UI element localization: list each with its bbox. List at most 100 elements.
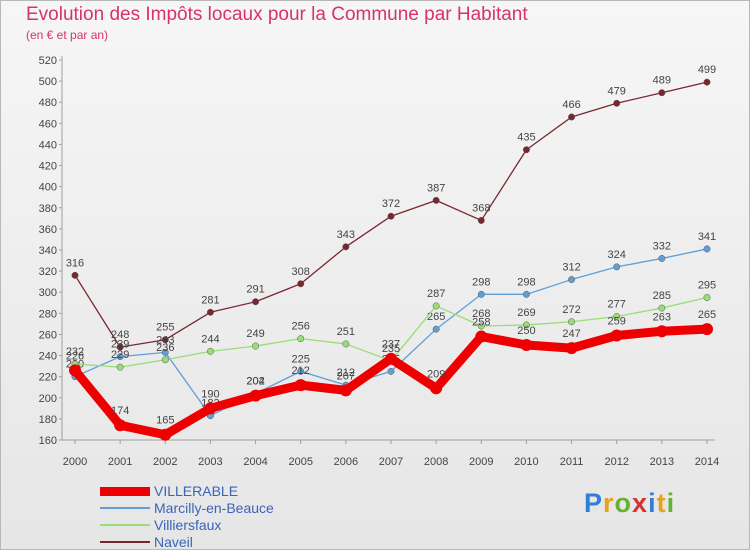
data-label: 249 (246, 328, 264, 340)
data-point (613, 313, 621, 320)
data-label: 312 (562, 262, 580, 274)
data-label: 165 (156, 415, 174, 427)
data-label: 466 (562, 99, 580, 111)
y-tick-label: 500 (39, 76, 57, 88)
data-label: 268 (472, 308, 490, 320)
data-point (252, 298, 260, 306)
data-label: 499 (698, 64, 716, 76)
data-point (342, 243, 350, 251)
data-point (610, 329, 623, 342)
y-tick-label: 340 (39, 245, 57, 257)
data-label: 209 (427, 368, 445, 380)
legend-swatch (100, 486, 150, 496)
data-label: 251 (337, 326, 355, 338)
data-label: 207 (337, 370, 355, 382)
data-point (658, 304, 666, 312)
data-label: 236 (156, 342, 174, 354)
y-tick-label: 200 (39, 393, 57, 405)
data-label: 244 (201, 333, 219, 345)
data-label: 285 (653, 290, 671, 302)
data-point (477, 322, 485, 330)
data-point (294, 379, 307, 392)
data-point (432, 196, 440, 204)
data-label: 298 (472, 276, 490, 288)
data-point (477, 216, 485, 224)
data-label: 324 (608, 249, 626, 261)
data-label: 387 (427, 182, 445, 194)
data-point (568, 276, 576, 284)
data-point (613, 263, 621, 271)
data-point (658, 254, 666, 262)
data-label: 316 (66, 257, 84, 269)
data-point (297, 367, 305, 375)
data-point (432, 325, 440, 333)
x-tick-label: 2002 (153, 456, 177, 468)
data-label: 265 (698, 309, 716, 321)
data-point (475, 330, 488, 343)
data-point (568, 113, 576, 121)
data-label: 479 (608, 85, 626, 97)
data-label: 277 (608, 299, 626, 311)
legend-swatch (100, 541, 150, 543)
data-label: 332 (653, 240, 671, 252)
x-tick-label: 2007 (379, 456, 403, 468)
data-point (522, 290, 530, 298)
data-point (520, 339, 533, 351)
x-tick-label: 2012 (604, 456, 628, 468)
data-label: 212 (337, 367, 355, 379)
data-label: 247 (562, 328, 580, 340)
data-label: 250 (517, 325, 535, 337)
data-label: 204 (246, 376, 264, 388)
logo-letter: r (603, 488, 615, 518)
data-label: 295 (698, 280, 716, 292)
data-point (432, 302, 440, 310)
data-label: 368 (472, 202, 490, 214)
y-tick-label: 180 (39, 414, 57, 426)
y-tick-label: 280 (39, 308, 57, 320)
y-tick-label: 240 (39, 351, 57, 363)
data-point (159, 428, 172, 441)
data-label: 298 (517, 276, 535, 288)
data-label: 259 (608, 316, 626, 328)
data-point (430, 382, 443, 395)
data-point (252, 342, 260, 350)
data-label: 225 (292, 353, 310, 365)
data-point (385, 352, 397, 365)
logo-letter: x (632, 488, 649, 518)
y-tick-label: 220 (39, 372, 57, 384)
data-label: 243 (156, 334, 174, 346)
data-label: 343 (337, 229, 355, 241)
data-label: 263 (653, 311, 671, 323)
legend-swatch (100, 507, 150, 509)
data-label: 229 (111, 349, 129, 361)
data-point (114, 419, 127, 432)
data-point (387, 212, 395, 220)
data-point (116, 363, 124, 371)
data-point (161, 336, 169, 344)
data-label: 237 (382, 339, 400, 351)
chart-subtitle: (en € et par an) (26, 28, 109, 42)
logo-letter: o (614, 488, 633, 518)
x-tick-label: 2005 (288, 456, 312, 468)
y-tick-label: 520 (39, 55, 57, 67)
data-label: 232 (66, 346, 84, 358)
x-tick-label: 2003 (198, 456, 222, 468)
data-point (655, 325, 668, 338)
data-point (568, 318, 576, 326)
x-tick-label: 2008 (424, 456, 448, 468)
data-label: 372 (382, 198, 400, 210)
y-tick-label: 300 (39, 287, 57, 299)
data-label: 248 (111, 329, 129, 341)
y-tick-label: 420 (39, 161, 57, 173)
data-label: 258 (472, 317, 490, 329)
data-point (703, 78, 711, 86)
data-label: 255 (156, 322, 174, 334)
x-tick-label: 2010 (514, 456, 538, 468)
data-point (249, 389, 262, 402)
data-point (71, 271, 79, 279)
proxiti-logo: Proxiti (584, 488, 675, 519)
data-label: 256 (292, 321, 310, 333)
data-point (116, 343, 124, 351)
legend-label: Marcilly-en-Beauce (154, 500, 274, 516)
